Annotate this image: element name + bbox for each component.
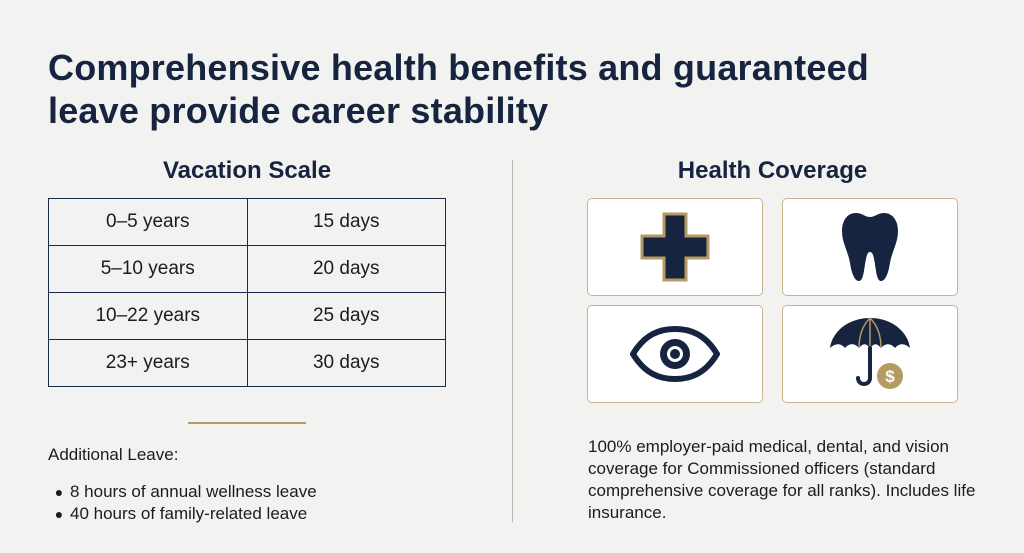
gold-divider: [188, 422, 306, 424]
dollar-coin-icon: [877, 363, 903, 389]
list-item-text: 8 hours of annual wellness leave: [70, 482, 317, 501]
health-description: 100% employer-paid medical, dental, and …: [588, 437, 976, 522]
vacation-days-cell: 20 days: [246, 245, 446, 293]
medical-tile: [587, 198, 763, 296]
additional-leave-list: ● 8 hours of annual wellness leave ● 40 ho…: [48, 481, 317, 525]
service-years-cell: 10–22 years: [48, 292, 248, 340]
additional-leave-label: Additional Leave:: [48, 445, 179, 464]
medical-cross-icon: [640, 212, 710, 282]
column-divider: [512, 160, 513, 522]
table-row: 0–5 years 15 days: [48, 198, 446, 246]
table-row: 23+ years 30 days: [48, 339, 446, 387]
bullet-icon: ●: [54, 484, 64, 500]
vacation-heading: Vacation Scale: [162, 157, 332, 184]
dollar-sign: $: [885, 367, 895, 386]
list-item: ● 40 hours of family-related leave: [48, 503, 317, 525]
service-years-cell: 0–5 years: [48, 198, 248, 246]
health-heading: Health Coverage: [677, 157, 868, 184]
vision-tile: [587, 305, 763, 403]
vacation-table: 0–5 years 15 days 5–10 years 20 days 10–…: [48, 198, 446, 387]
vacation-days-cell: 25 days: [246, 292, 446, 340]
vacation-days-cell: 15 days: [246, 198, 446, 246]
tooth-icon: [842, 213, 898, 281]
eye-icon: [630, 326, 720, 382]
service-years-cell: 23+ years: [48, 339, 248, 387]
vacation-days-cell: 30 days: [246, 339, 446, 387]
list-item-text: 40 hours of family-related leave: [70, 504, 308, 523]
insurance-tile: $: [782, 305, 958, 403]
bullet-icon: ●: [54, 506, 64, 522]
page-title: Comprehensive health benefits and guaran…: [48, 47, 869, 131]
dental-tile: [782, 198, 958, 296]
service-years-cell: 5–10 years: [48, 245, 248, 293]
table-row: 10–22 years 25 days: [48, 292, 446, 340]
list-item: ● 8 hours of annual wellness leave: [48, 481, 317, 503]
umbrella-dollar-icon: $: [830, 317, 910, 389]
table-row: 5–10 years 20 days: [48, 245, 446, 293]
